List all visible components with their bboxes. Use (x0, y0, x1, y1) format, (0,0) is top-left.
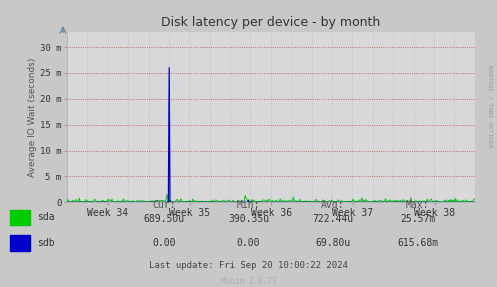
Text: Cur:: Cur: (152, 200, 176, 210)
Text: 69.80u: 69.80u (316, 238, 350, 248)
Text: 25.57m: 25.57m (400, 214, 435, 224)
Text: 615.68m: 615.68m (397, 238, 438, 248)
Text: Last update: Fri Sep 20 10:00:22 2024: Last update: Fri Sep 20 10:00:22 2024 (149, 261, 348, 270)
Text: Munin 2.0.73: Munin 2.0.73 (221, 277, 276, 286)
Text: sda: sda (37, 212, 55, 222)
Text: 722.44u: 722.44u (313, 214, 353, 224)
Bar (10, 235, 30, 251)
Text: 390.35u: 390.35u (228, 214, 269, 224)
Title: Disk latency per device - by month: Disk latency per device - by month (161, 16, 381, 29)
Text: Min:: Min: (237, 200, 260, 210)
Bar (10, 210, 30, 225)
Text: 689.50u: 689.50u (144, 214, 184, 224)
Text: RRDTOOL / TOBI OETIKER: RRDTOOL / TOBI OETIKER (487, 65, 492, 148)
Text: Max:: Max: (406, 200, 429, 210)
Y-axis label: Average IO Wait (seconds): Average IO Wait (seconds) (28, 57, 37, 177)
Text: Avg:: Avg: (321, 200, 345, 210)
Text: 0.00: 0.00 (237, 238, 260, 248)
Text: sdb: sdb (37, 238, 55, 248)
Text: 0.00: 0.00 (152, 238, 176, 248)
